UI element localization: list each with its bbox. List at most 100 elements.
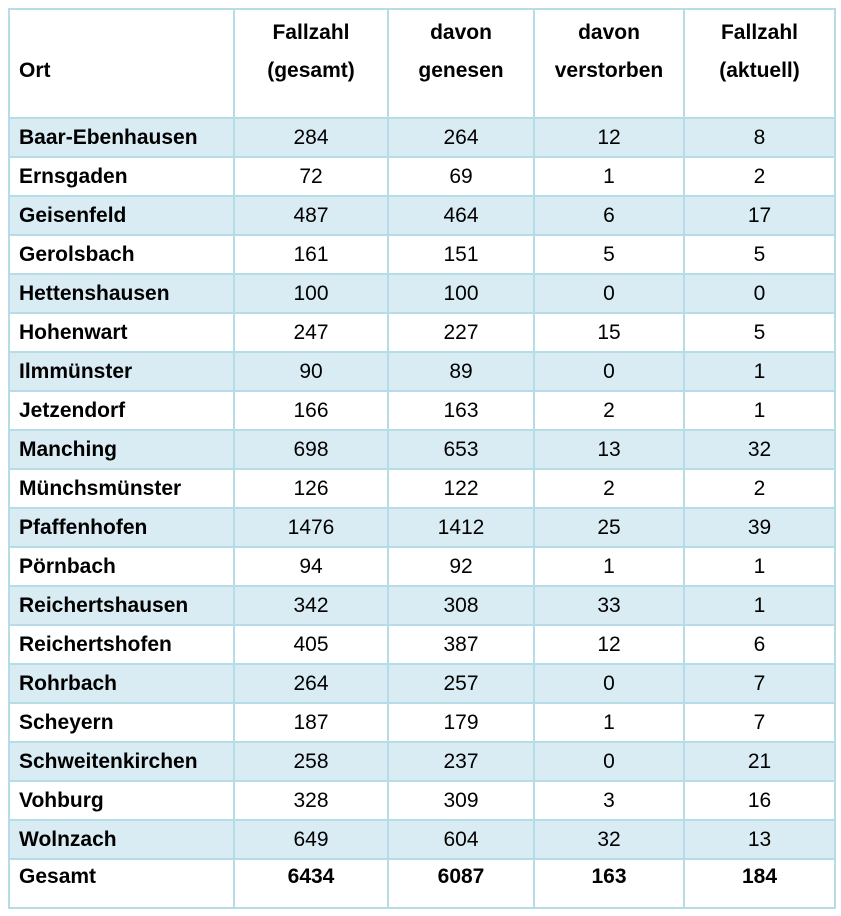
verstorben-cell: 32 — [533, 819, 685, 860]
header-line-1: davon — [430, 21, 492, 44]
ort-cell: Münchsmünster — [8, 468, 235, 509]
ort-cell: Pfaffenhofen — [8, 507, 235, 548]
verstorben-cell: 33 — [533, 585, 685, 626]
genesen-cell: 163 — [387, 390, 535, 431]
genesen-cell: 89 — [387, 351, 535, 392]
gesamt-cell: 6434 — [233, 858, 389, 909]
table-row: Manching 698 653 13 32 — [8, 429, 836, 470]
ort-cell: Reichertshofen — [8, 624, 235, 665]
table-row: Rohrbach 264 257 0 7 — [8, 663, 836, 704]
aktuell-cell: 13 — [683, 819, 836, 860]
aktuell-cell: 2 — [683, 156, 836, 197]
ort-cell: Hohenwart — [8, 312, 235, 353]
genesen-cell: 1412 — [387, 507, 535, 548]
aktuell-cell: 7 — [683, 663, 836, 704]
header-line-2: genesen — [418, 59, 504, 82]
gesamt-cell: 90 — [233, 351, 389, 392]
gesamt-cell: 187 — [233, 702, 389, 743]
table-row: Wolnzach 649 604 32 13 — [8, 819, 836, 860]
col-header-fallzahl-gesamt: Fallzahl (gesamt) — [233, 8, 389, 119]
aktuell-cell: 2 — [683, 468, 836, 509]
aktuell-cell: 1 — [683, 546, 836, 587]
table-row: Hettenshausen 100 100 0 0 — [8, 273, 836, 314]
gesamt-cell: 247 — [233, 312, 389, 353]
genesen-cell: 69 — [387, 156, 535, 197]
genesen-cell: 264 — [387, 117, 535, 158]
ort-cell: Manching — [8, 429, 235, 470]
aktuell-cell: 17 — [683, 195, 836, 236]
ort-cell: Rohrbach — [8, 663, 235, 704]
gesamt-cell: 487 — [233, 195, 389, 236]
genesen-cell: 653 — [387, 429, 535, 470]
gesamt-cell: 161 — [233, 234, 389, 275]
aktuell-cell: 5 — [683, 312, 836, 353]
header-line-1 — [19, 14, 232, 52]
genesen-cell: 604 — [387, 819, 535, 860]
header-row: Ort Fallzahl (gesamt) davon genesen davo… — [8, 8, 836, 119]
gesamt-cell: 72 — [233, 156, 389, 197]
col-header-davon-genesen: davon genesen — [387, 8, 535, 119]
aktuell-cell: 16 — [683, 780, 836, 821]
verstorben-cell: 5 — [533, 234, 685, 275]
header-line-1: Fallzahl — [272, 21, 350, 44]
gesamt-cell: 1476 — [233, 507, 389, 548]
table-row: Reichertshofen 405 387 12 6 — [8, 624, 836, 665]
aktuell-cell: 1 — [683, 585, 836, 626]
ort-cell: Scheyern — [8, 702, 235, 743]
verstorben-cell: 3 — [533, 780, 685, 821]
ort-cell: Wolnzach — [8, 819, 235, 860]
genesen-cell: 122 — [387, 468, 535, 509]
gesamt-cell: 126 — [233, 468, 389, 509]
verstorben-cell: 0 — [533, 663, 685, 704]
ort-cell: Ernsgaden — [8, 156, 235, 197]
aktuell-cell: 21 — [683, 741, 836, 782]
gesamt-cell: 100 — [233, 273, 389, 314]
verstorben-cell: 1 — [533, 546, 685, 587]
aktuell-cell: 8 — [683, 117, 836, 158]
header-line-2: (aktuell) — [719, 59, 800, 82]
table-row: Jetzendorf 166 163 2 1 — [8, 390, 836, 431]
table-row: Pfaffenhofen 1476 1412 25 39 — [8, 507, 836, 548]
ort-cell: Ilmmünster — [8, 351, 235, 392]
table-row: Gerolsbach 161 151 5 5 — [8, 234, 836, 275]
table-body: Baar-Ebenhausen 284 264 12 8 Ernsgaden 72 69 1 2 G… — [8, 117, 836, 909]
ort-cell: Gerolsbach — [8, 234, 235, 275]
gesamt-cell: 698 — [233, 429, 389, 470]
gesamt-cell: 258 — [233, 741, 389, 782]
verstorben-cell: 2 — [533, 468, 685, 509]
aktuell-cell: 0 — [683, 273, 836, 314]
header-line-2: Ort — [19, 59, 51, 82]
total-row: Gesamt 6434 6087 163 184 — [8, 858, 836, 909]
gesamt-cell: 284 — [233, 117, 389, 158]
gesamt-cell: 649 — [233, 819, 389, 860]
header-line-2: (gesamt) — [267, 59, 355, 82]
genesen-cell: 464 — [387, 195, 535, 236]
gesamt-cell: 94 — [233, 546, 389, 587]
ort-cell: Reichertshausen — [8, 585, 235, 626]
verstorben-cell: 12 — [533, 117, 685, 158]
ort-cell: Vohburg — [8, 780, 235, 821]
verstorben-cell: 0 — [533, 273, 685, 314]
aktuell-cell: 5 — [683, 234, 836, 275]
table-row: Ilmmünster 90 89 0 1 — [8, 351, 836, 392]
table-row: Pörnbach 94 92 1 1 — [8, 546, 836, 587]
gesamt-cell: 166 — [233, 390, 389, 431]
genesen-cell: 92 — [387, 546, 535, 587]
genesen-cell: 237 — [387, 741, 535, 782]
table-row: Geisenfeld 487 464 6 17 — [8, 195, 836, 236]
aktuell-cell: 32 — [683, 429, 836, 470]
genesen-cell: 309 — [387, 780, 535, 821]
verstorben-cell: 1 — [533, 156, 685, 197]
aktuell-cell: 1 — [683, 390, 836, 431]
aktuell-cell: 39 — [683, 507, 836, 548]
header-line-2: verstorben — [554, 59, 664, 82]
verstorben-cell: 25 — [533, 507, 685, 548]
genesen-cell: 257 — [387, 663, 535, 704]
table-row: Ernsgaden 72 69 1 2 — [8, 156, 836, 197]
gesamt-cell: 328 — [233, 780, 389, 821]
gesamt-cell: 405 — [233, 624, 389, 665]
genesen-cell: 227 — [387, 312, 535, 353]
aktuell-cell: 7 — [683, 702, 836, 743]
genesen-cell: 6087 — [387, 858, 535, 909]
genesen-cell: 151 — [387, 234, 535, 275]
